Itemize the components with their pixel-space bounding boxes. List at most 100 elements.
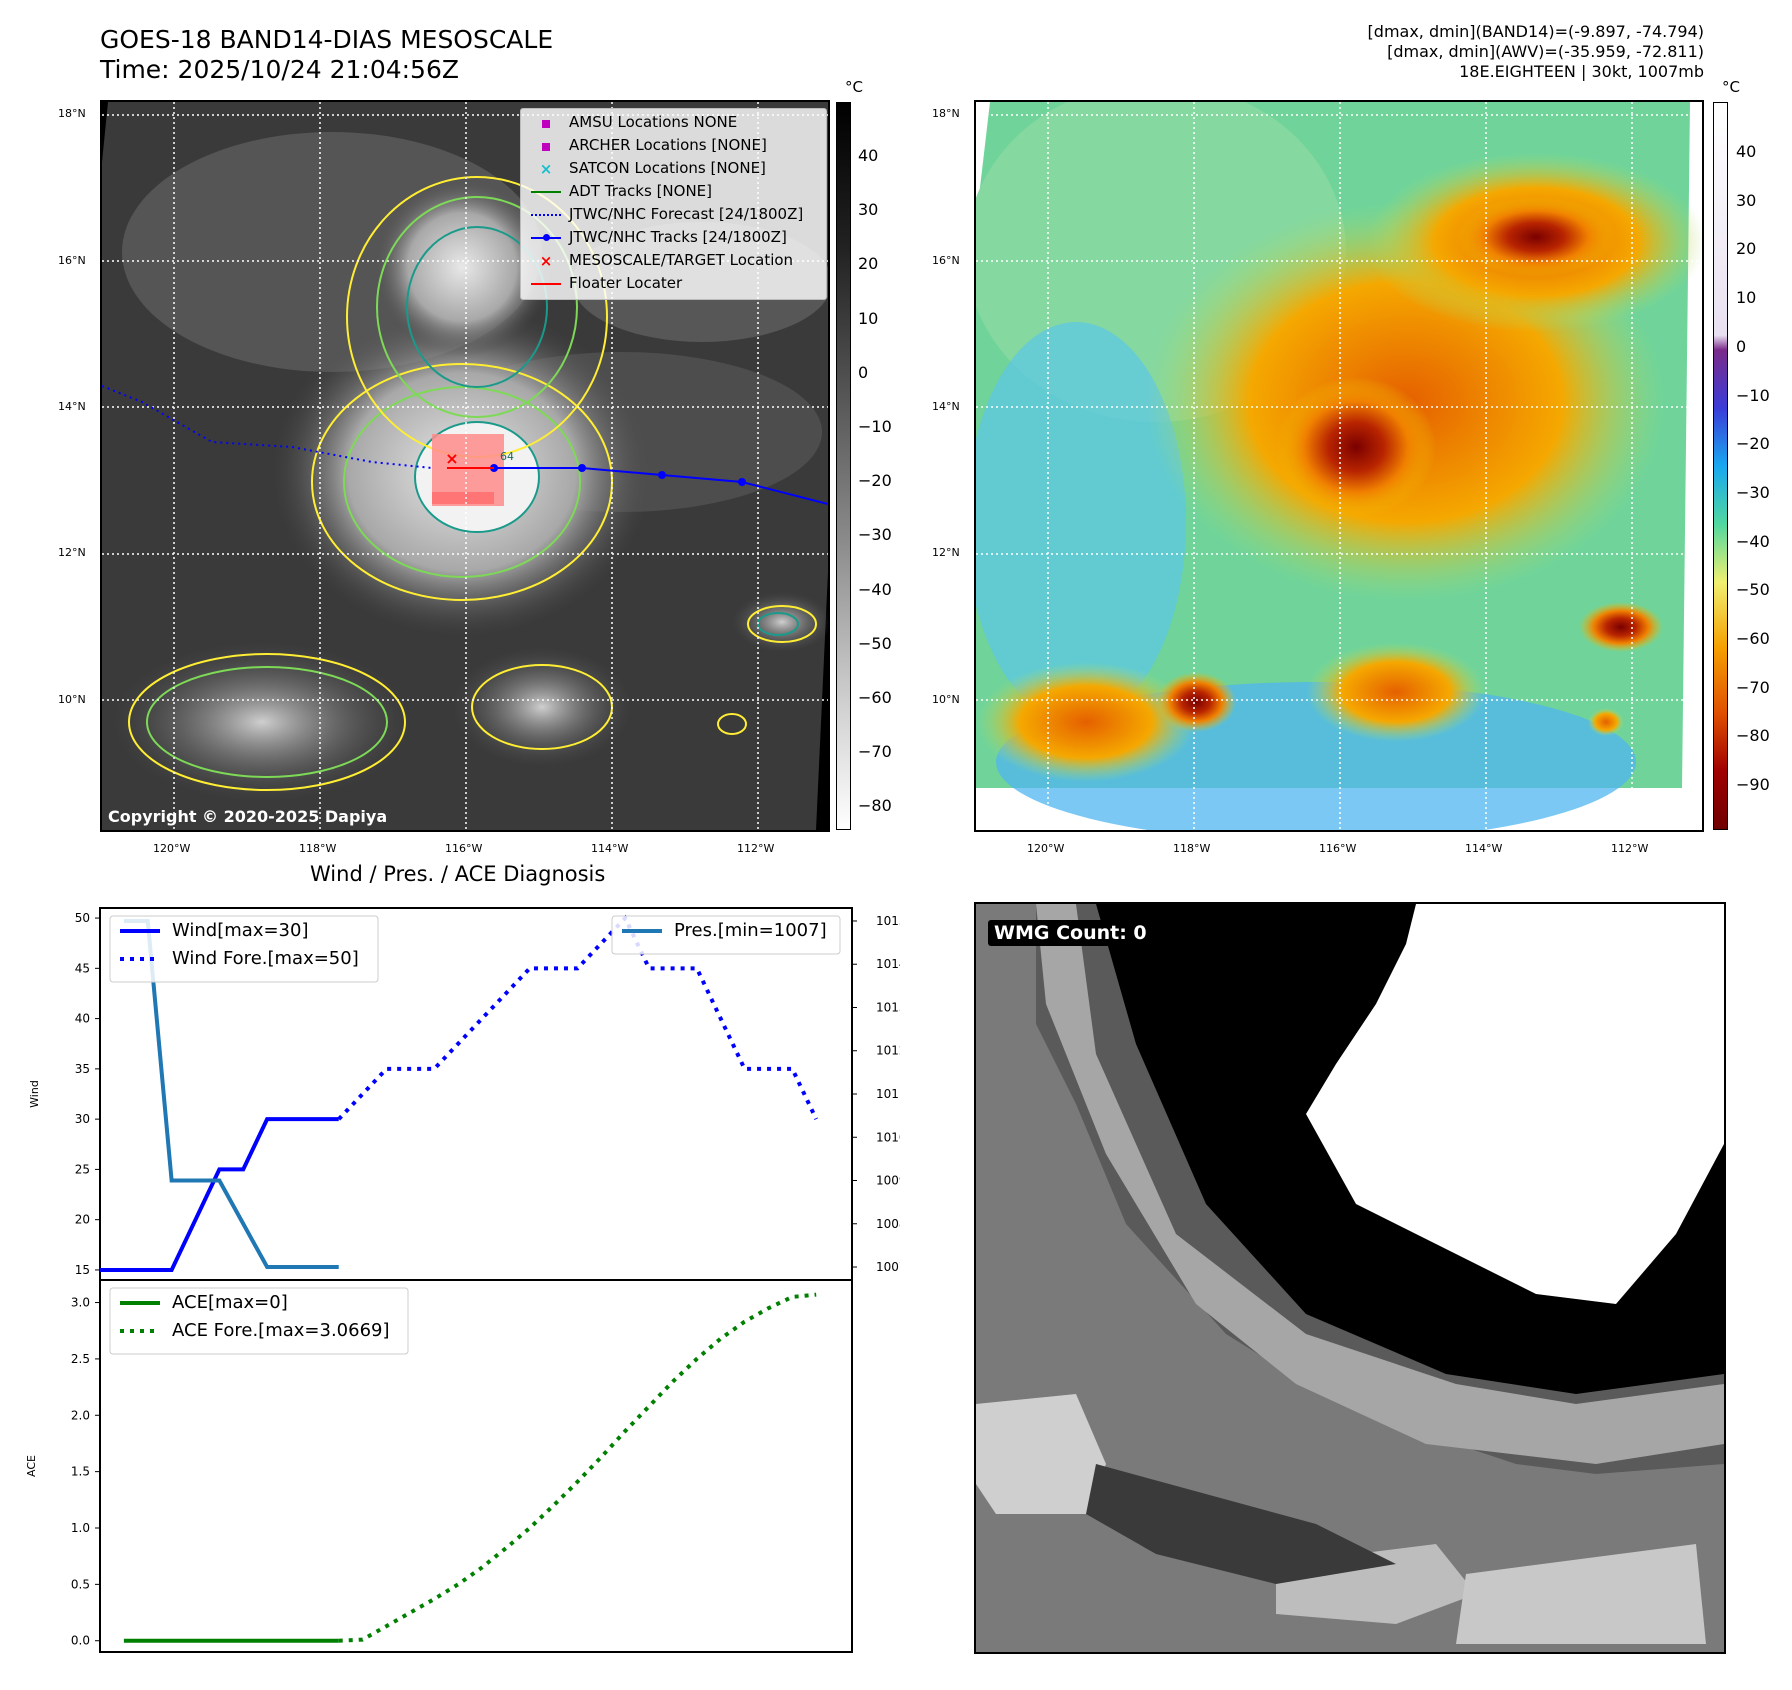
ir-colorbar <box>836 102 851 830</box>
ace-tick-label: 1.5 <box>71 1465 90 1479</box>
ir-lon-114: 114°W <box>591 842 629 855</box>
storm-info: [dmax, dmin](BAND14)=(-9.897, -74.794) [… <box>1368 22 1704 82</box>
wv-lat-12: 12°N <box>932 546 960 559</box>
ace-tick-label: 0.0 <box>71 1634 90 1648</box>
wv-colorbar <box>1713 102 1728 830</box>
legend-label: MESOSCALE/TARGET Location <box>569 251 794 269</box>
ace-tick-label: 2.0 <box>71 1408 90 1422</box>
pressure-tick-label: 1015 <box>876 914 900 928</box>
ir-colorbar-tick: −30 <box>858 525 892 545</box>
legend-entry: × SATCON Locations [NONE] <box>529 159 766 178</box>
ir-lat-16: 16°N <box>58 254 86 267</box>
legend-symbol-icon <box>529 183 563 201</box>
ace-tick-label: 3.0 <box>71 1296 90 1310</box>
legend-entry: Floater Locater <box>529 274 682 293</box>
wv-lon-118: 118°W <box>1173 842 1211 855</box>
ir-map-legend: AMSU Locations NONE ARCHER Locations [NON… <box>520 108 827 300</box>
pressure-tick-label: 1009 <box>876 1174 900 1188</box>
title-line-1: GOES-18 BAND14-DIAS MESOSCALE <box>100 25 554 54</box>
ir-map-panel: × 64 Copyright © 2020-2025 Dapiya AMSU L… <box>100 100 830 832</box>
info-line-1: [dmax, dmin](BAND14)=(-9.897, -74.794) <box>1367 22 1704 41</box>
legend-label: JTWC/NHC Tracks [24/1800Z] <box>569 228 787 246</box>
wv-colorbar-tick: 0 <box>1736 336 1747 356</box>
ir-colorbar-tick: 10 <box>858 308 879 328</box>
wv-lat-16: 16°N <box>932 254 960 267</box>
wmg-count-label: WMG Count: 0 <box>988 920 1153 946</box>
legend-label: ACE[max=0] <box>172 1292 288 1313</box>
wv-colorbar-tick: −10 <box>1736 385 1770 405</box>
wv-colorbar-tick: 10 <box>1736 288 1757 308</box>
wv-colorbar-tick: −60 <box>1736 629 1770 648</box>
legend-label: Wind Fore.[max=50] <box>172 948 359 969</box>
legend-symbol-icon <box>529 275 563 293</box>
legend-label: AMSU Locations NONE <box>569 113 738 131</box>
wind-tick-label: 35 <box>75 1062 90 1076</box>
ir-lat-14: 14°N <box>58 400 86 413</box>
ir-colorbar-tick: 20 <box>858 254 879 274</box>
ir-colorbar-tick: −40 <box>858 579 892 599</box>
figure-title: GOES-18 BAND14-DIAS MESOSCALE Time: 2025… <box>100 25 553 85</box>
ir-colorbar-unit: °C <box>845 78 863 96</box>
pressure-tick-label: 1008 <box>876 1217 900 1231</box>
info-line-3: 18E.EIGHTEEN | 30kt, 1007mb <box>1459 62 1704 81</box>
legend-label: JTWC/NHC Forecast [24/1800Z] <box>569 205 804 223</box>
legend-label: Pres.[min=1007] <box>674 920 827 941</box>
wv-colorbar-tick: −30 <box>1736 482 1770 502</box>
ir-colorbar-tick: −70 <box>858 742 892 762</box>
legend-label: ACE Fore.[max=3.0669] <box>172 1320 390 1341</box>
pressure-tick-label: 1013 <box>876 1000 900 1014</box>
ir-colorbar-tick: 0 <box>858 362 869 382</box>
legend-label: ADT Tracks [NONE] <box>569 182 713 200</box>
pressure-tick-label: 1012 <box>876 1044 900 1058</box>
wind-tick-label: 45 <box>75 961 90 975</box>
ace-tick-label: 2.5 <box>71 1352 90 1366</box>
wind-tick-label: 50 <box>75 911 90 925</box>
contour-label: 64 <box>500 450 514 463</box>
title-line-2: Time: 2025/10/24 21:04:56Z <box>100 55 459 84</box>
ir-lon-120: 120°W <box>153 842 191 855</box>
wind-legend <box>109 915 379 983</box>
ir-colorbar-tick: 40 <box>858 146 879 165</box>
ir-colorbar-tick: −50 <box>858 633 892 653</box>
ir-lon-112: 112°W <box>737 842 775 855</box>
wv-colorbar-tick: −50 <box>1736 580 1770 600</box>
pressure-legend <box>611 915 841 955</box>
track-points <box>490 464 746 486</box>
wv-colorbar-tick: −70 <box>1736 677 1770 697</box>
wv-colorbar-tick: 20 <box>1736 239 1757 259</box>
ir-lon-116: 116°W <box>445 842 483 855</box>
legend-symbol-icon: × <box>539 159 553 178</box>
info-line-2: [dmax, dmin](AWV)=(-35.959, -72.811) <box>1387 42 1704 61</box>
legend-entry: JTWC/NHC Forecast [24/1800Z] <box>529 205 803 224</box>
wv-lon-112: 112°W <box>1611 842 1649 855</box>
wv-lon-120: 120°W <box>1027 842 1065 855</box>
legend-symbol-icon <box>529 137 563 155</box>
wv-lat-14: 14°N <box>932 400 960 413</box>
legend-label: ARCHER Locations [NONE] <box>569 136 767 154</box>
ir-colorbar-tick: −80 <box>858 796 892 816</box>
diagnosis-title: Wind / Pres. / ACE Diagnosis <box>310 862 606 886</box>
legend-symbol-icon <box>529 114 563 132</box>
wind-forecast-series-line <box>337 914 818 1121</box>
ace-tick-label: 1.0 <box>71 1521 90 1535</box>
legend-entry: × MESOSCALE/TARGET Location <box>529 251 793 270</box>
legend-label: Wind[max=30] <box>172 920 309 941</box>
ir-lat-12: 12°N <box>58 546 86 559</box>
wv-colorbar-tick: 40 <box>1736 142 1757 161</box>
legend-entry: ADT Tracks [NONE] <box>529 182 712 201</box>
legend-entry: ARCHER Locations [NONE] <box>529 136 767 155</box>
wv-colorbar-tick: −80 <box>1736 726 1770 746</box>
ir-colorbar-tick: −10 <box>858 417 892 436</box>
jtwc-forecast-track <box>102 385 433 469</box>
legend-symbol-icon <box>529 229 563 247</box>
target-marker: × <box>445 449 458 468</box>
ir-lat-18: 18°N <box>58 107 86 120</box>
ir-colorbar-tick: −20 <box>858 471 892 491</box>
ace-forecast-series-line <box>338 1292 817 1643</box>
wind-tick-label: 40 <box>75 1012 90 1026</box>
wv-colorbar-tick: −20 <box>1736 434 1770 454</box>
legend-symbol-icon <box>529 206 563 224</box>
wv-colorbar-tick: −40 <box>1736 531 1770 551</box>
pressure-tick-label: 1014 <box>876 957 900 971</box>
pressure-tick-label: 1007 <box>876 1260 900 1274</box>
